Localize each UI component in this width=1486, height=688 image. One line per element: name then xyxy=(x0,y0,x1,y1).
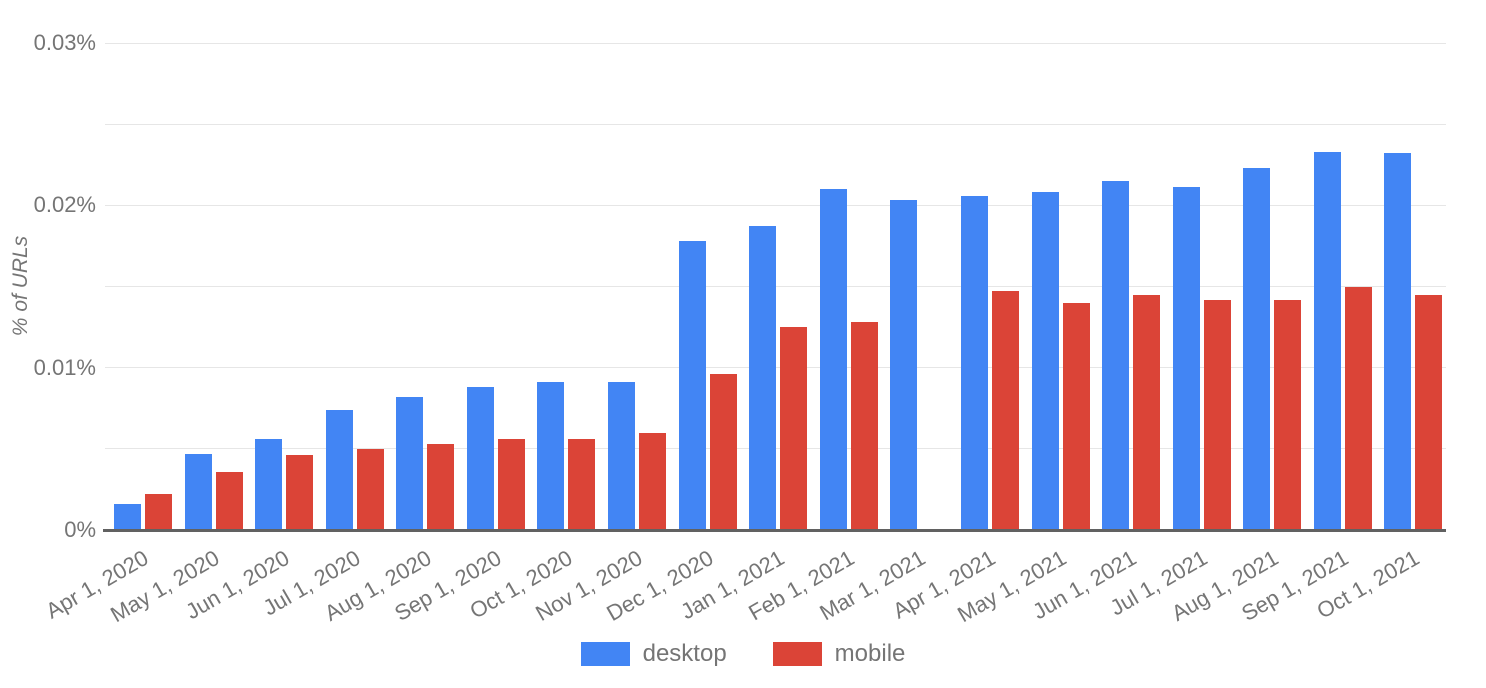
plot-area xyxy=(103,42,1446,532)
bar-mobile[interactable] xyxy=(1344,286,1372,530)
bar-desktop[interactable] xyxy=(114,504,141,530)
bar-desktop[interactable] xyxy=(819,189,847,530)
bar-desktop[interactable] xyxy=(396,396,424,530)
bar-desktop[interactable] xyxy=(1102,180,1130,530)
bar-mobile[interactable] xyxy=(709,374,737,530)
bar-desktop[interactable] xyxy=(184,453,212,530)
bar-mobile[interactable] xyxy=(1415,294,1443,530)
bar-desktop[interactable] xyxy=(325,409,353,530)
bar-mobile[interactable] xyxy=(215,471,243,530)
bar-desktop[interactable] xyxy=(1384,153,1412,530)
legend-label-desktop: desktop xyxy=(642,640,727,667)
bar-desktop[interactable] xyxy=(1313,151,1341,530)
bar-mobile[interactable] xyxy=(1203,299,1231,530)
gridline xyxy=(105,42,1446,44)
y-tick-label: 0.01% xyxy=(33,354,96,380)
bar-mobile[interactable] xyxy=(497,439,525,530)
bar-mobile[interactable] xyxy=(356,448,384,530)
bar-desktop[interactable] xyxy=(890,200,918,530)
bar-mobile[interactable] xyxy=(991,291,1019,530)
legend: desktop mobile xyxy=(0,640,1486,668)
bar-mobile[interactable] xyxy=(145,494,172,530)
bar-mobile[interactable] xyxy=(1133,294,1161,530)
bar-mobile[interactable] xyxy=(639,432,667,530)
y-tick-label: 0.02% xyxy=(33,192,96,218)
y-axis-title: % of URLs xyxy=(9,235,32,337)
bar-desktop[interactable] xyxy=(749,226,777,530)
bar-desktop[interactable] xyxy=(466,387,494,530)
bar-mobile[interactable] xyxy=(427,443,455,530)
bar-mobile[interactable] xyxy=(1274,299,1302,530)
bar-mobile[interactable] xyxy=(850,322,878,530)
bar-desktop[interactable] xyxy=(678,241,706,530)
legend-item-desktop: desktop xyxy=(580,640,727,668)
mobile-swatch-icon xyxy=(772,642,822,666)
bar-mobile[interactable] xyxy=(780,327,808,530)
y-tick-label: 0% xyxy=(64,517,96,542)
bar-mobile[interactable] xyxy=(568,439,596,530)
bar-mobile[interactable] xyxy=(1062,302,1090,530)
gridline xyxy=(105,204,1446,206)
x-axis-line xyxy=(103,529,1446,532)
y-tick-label: 0.03% xyxy=(33,30,96,55)
gridline xyxy=(105,123,1446,125)
legend-label-mobile: mobile xyxy=(834,640,906,667)
bar-desktop[interactable] xyxy=(1172,187,1200,530)
legend-item-mobile: mobile xyxy=(772,640,906,668)
bar-desktop[interactable] xyxy=(1243,168,1271,530)
bar-desktop[interactable] xyxy=(608,382,636,530)
bar-desktop[interactable] xyxy=(537,382,565,530)
bar-desktop[interactable] xyxy=(1031,192,1059,530)
bar-desktop[interactable] xyxy=(255,439,283,530)
desktop-swatch-icon xyxy=(580,642,630,666)
bar-desktop[interactable] xyxy=(960,195,988,530)
bar-mobile[interactable] xyxy=(286,455,314,530)
